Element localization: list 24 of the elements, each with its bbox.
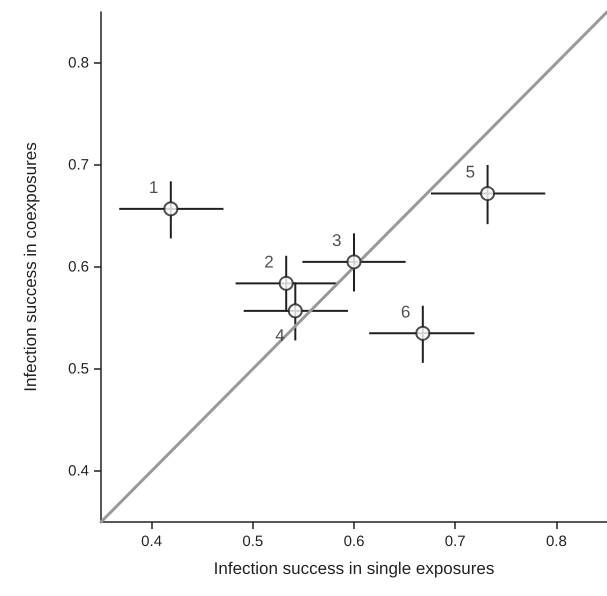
point [288,303,303,318]
y-axis-title: Infection success in coexposures [21,142,40,392]
x-tick-label: 0.7 [444,533,466,550]
x-tick-label: 0.5 [242,533,264,550]
x-axis-title: Infection success in single exposures [214,559,494,578]
annotation: 5 [466,162,476,182]
annotation: 4 [275,326,285,345]
annotation: 6 [400,302,410,322]
annotation: 3 [332,230,342,250]
x-tick-label: 0.4 [141,533,162,550]
point [163,201,178,216]
point [415,326,430,341]
point [480,186,496,202]
x-tick-label: 0.6 [344,533,364,550]
y-tick-label: 0.6 [68,258,89,276]
y-tick-label: 0.5 [68,360,89,378]
x-tick-label: 0.8 [546,533,567,550]
annotation: 2 [264,252,274,272]
y-tick-label: 0.4 [68,462,89,480]
y-tick-label: 0.7 [68,156,89,174]
annotation: 1 [148,178,158,197]
point [278,276,294,291]
point [346,254,362,270]
y-tick-label: 0.8 [68,54,89,72]
